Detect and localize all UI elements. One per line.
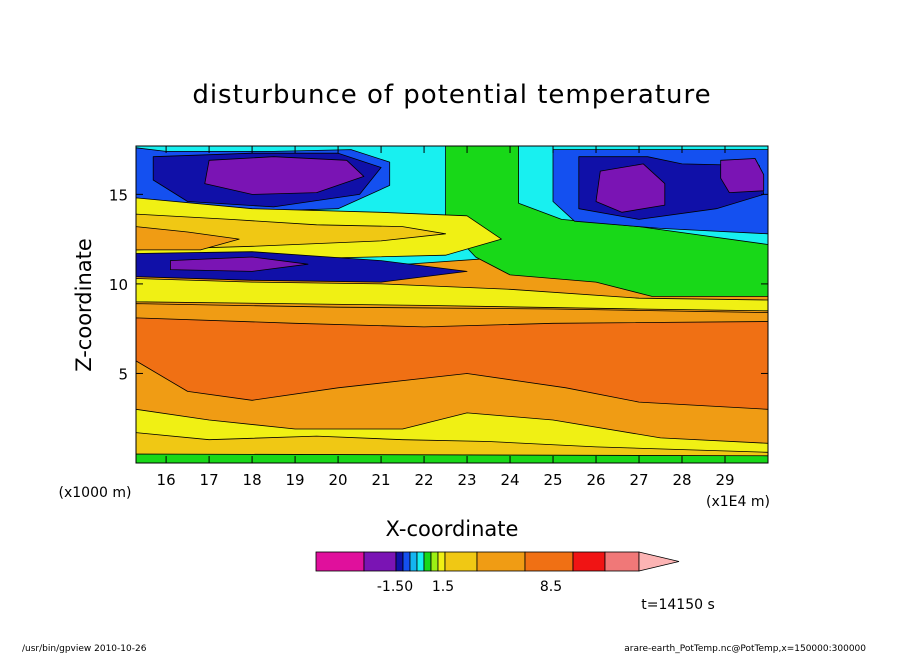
colorbar [315,551,680,572]
colorbar-extension [638,551,680,572]
x-axis-label: X-coordinate [386,517,519,541]
colorbar-swatch [423,551,432,572]
y-unit-note: (x1000 m) [59,485,132,501]
colorbar-swatch [444,551,478,572]
y-tick-label: 10 [109,276,128,294]
contour-region-15 [136,278,768,312]
x-tick-label: 23 [458,471,477,489]
time-label: t=14150 s [641,597,715,613]
x-tick-label: 21 [372,471,391,489]
colorbar-tick-label: 8.5 [540,579,562,595]
footer-left: /usr/bin/gpview 2010-10-26 [22,644,147,654]
y-tick-label: 15 [109,186,128,204]
contour-region-17 [136,317,768,410]
x-tick-label: 17 [200,471,219,489]
x-tick-label: 26 [586,471,605,489]
x-tick-label: 28 [672,471,691,489]
chart-title: disturbunce of potential temperature [192,80,711,110]
contour-region-8 [595,163,666,213]
x-tick-label: 16 [157,471,176,489]
x-tick-label: 20 [329,471,348,489]
contour-region-12 [136,226,240,251]
colorbar-swatch [476,551,526,572]
x-tick-label: 29 [715,471,734,489]
x-tick-label: 18 [243,471,262,489]
colorbar-swatch [402,551,411,572]
colorbar-swatch [416,551,425,572]
colorbar-swatch [430,551,439,572]
x-tick-label: 19 [286,471,305,489]
colorbar-swatch [315,551,365,572]
contour-regions [136,146,768,463]
contour-region-3 [204,156,365,195]
x-unit-note: (x1E4 m) [706,494,770,510]
x-axis-ticks: 16 17 18 19 20 21 22 23 24 25 26 27 28 29 [157,146,735,489]
colorbar-swatch [524,551,574,572]
colorbar-ticks: -1.50 1.5 8.5 [377,579,562,595]
colorbar-swatch [395,551,404,572]
footer-right: arare-earth_PotTemp.nc@PotTemp,x=150000:… [624,644,866,654]
x-tick-label: 22 [415,471,434,489]
colorbar-swatch [363,551,397,572]
x-tick-label: 24 [500,471,519,489]
x-tick-label: 25 [543,471,562,489]
contour-region-20 [136,453,768,463]
plot-frame [135,145,769,464]
colorbar-tick-label: 1.5 [432,579,454,595]
colorbar-swatch [604,551,640,572]
colorbar-swatch [409,551,418,572]
x-tick-label: 27 [629,471,648,489]
y-axis-label: Z-coordinate [72,238,96,372]
y-axis-ticks: 5 10 15 [109,186,768,383]
contour-region-14 [169,256,309,272]
colorbar-tick-label: -1.50 [377,579,413,595]
colorbar-swatch [437,551,446,572]
contour-region-9 [720,158,765,194]
colorbar-swatch [572,551,606,572]
y-tick-label: 5 [118,365,128,383]
